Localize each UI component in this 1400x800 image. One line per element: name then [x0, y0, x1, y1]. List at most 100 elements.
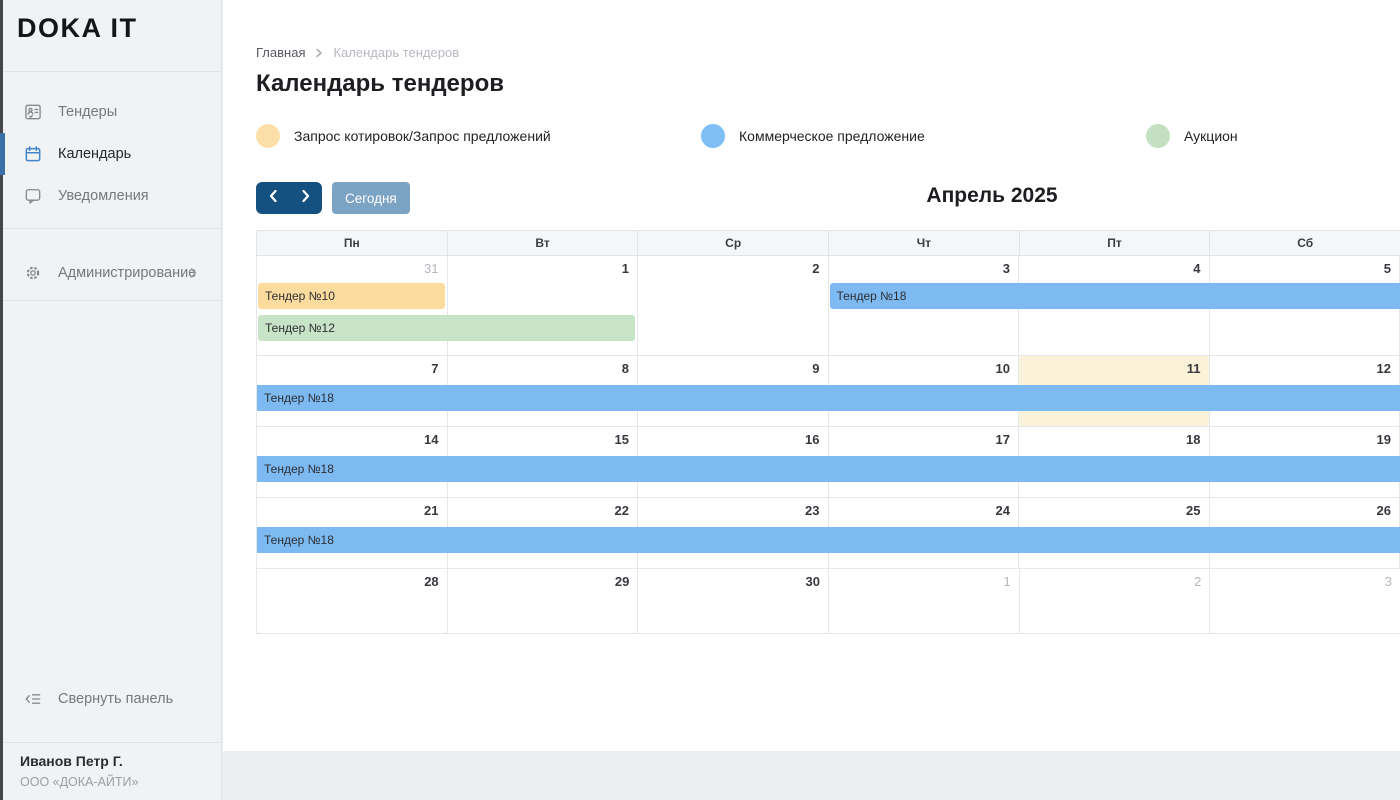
- sidebar-item-label: Администрирование: [58, 265, 197, 281]
- weekday-header: Чт: [829, 231, 1020, 255]
- day-number: 30: [805, 574, 821, 589]
- day-cell-30[interactable]: 30: [638, 569, 830, 633]
- weekday-header: Ср: [638, 231, 830, 255]
- week-row: 21 22 23 24 25 26 Тендер №18: [256, 498, 1400, 569]
- sidebar-item-calendar[interactable]: Календарь: [0, 133, 222, 175]
- breadcrumb-current: Календарь тендеров: [333, 45, 460, 60]
- event-bar[interactable]: Тендер №18: [829, 283, 1400, 309]
- day-number: 8: [621, 361, 629, 376]
- legend-dot-yellow: [256, 124, 280, 148]
- day-number: 19: [1376, 432, 1391, 447]
- day-number: 17: [995, 432, 1010, 447]
- day-number: 12: [1376, 361, 1391, 376]
- event-bar[interactable]: Тендер №18: [257, 385, 1400, 411]
- day-number: 23: [805, 503, 820, 518]
- sidebar: DOKA IT Тендеры Календарь: [0, 0, 222, 800]
- day-number: 1: [621, 261, 629, 276]
- day-number: 14: [424, 432, 439, 447]
- admin-gear-icon: [23, 263, 43, 283]
- day-number: 2: [1194, 574, 1202, 589]
- next-icon: [301, 189, 311, 208]
- day-cell-31[interactable]: 31: [257, 256, 448, 355]
- week-row: 28 29 30 1 2 3: [256, 569, 1400, 634]
- day-number: 15: [614, 432, 629, 447]
- next-month-button[interactable]: [289, 182, 322, 214]
- legend-dot-blue: [701, 124, 725, 148]
- day-number: 3: [1384, 574, 1393, 589]
- window-left-edge: [0, 0, 3, 800]
- collapse-panel-icon: [23, 689, 43, 709]
- breadcrumb-home-link[interactable]: Главная: [256, 45, 306, 60]
- day-number: 29: [614, 574, 630, 589]
- admin-chevron-icon: [189, 267, 198, 279]
- sidebar-divider: [0, 228, 222, 229]
- event-bar[interactable]: Тендер №18: [257, 527, 1400, 553]
- event-bar[interactable]: Тендер №18: [257, 456, 1400, 482]
- legend-label: Коммерческое предложение: [739, 128, 925, 144]
- day-cell-29[interactable]: 29: [448, 569, 639, 633]
- sidebar-item-label: Тендеры: [58, 104, 118, 120]
- legend-label: Аукцион: [1184, 128, 1238, 144]
- day-cell-3[interactable]: 3: [1210, 569, 1400, 633]
- day-number: 26: [1376, 503, 1391, 518]
- day-number: 25: [1186, 503, 1201, 518]
- sidebar-divider: [0, 742, 222, 743]
- active-menu-indicator: [0, 133, 5, 175]
- day-cell-28[interactable]: 28: [257, 569, 448, 633]
- day-cell-2[interactable]: 2: [638, 256, 829, 355]
- day-number: 28: [424, 574, 439, 589]
- day-number: 1: [1003, 574, 1011, 589]
- user-block: Иванов Петр Г. ООО «ДОКА-АЙТИ»: [20, 753, 138, 789]
- page-title: Календарь тендеров: [256, 70, 504, 97]
- sidebar-item-administration[interactable]: Администрирование: [0, 252, 222, 294]
- sidebar-divider: [0, 300, 222, 301]
- week-row: 7 8 9 10 11 12 Тендер №18: [256, 356, 1400, 427]
- day-cell-1[interactable]: 1: [448, 256, 638, 355]
- day-number: 31: [424, 261, 439, 276]
- day-number: 5: [1383, 261, 1391, 276]
- day-number: 9: [812, 361, 820, 376]
- day-number: 21: [424, 503, 439, 518]
- prev-month-button[interactable]: [256, 182, 289, 214]
- calendar-toolbar: Сегодня Апрель 2025: [256, 182, 1400, 214]
- calendar-grid: 31 1 2 3 4 5 Тендер №10 Тендер №18 Тендер №12 7 8 9…: [256, 256, 1400, 634]
- breadcrumb: Главная Календарь тендеров: [256, 45, 459, 60]
- collapse-panel-button[interactable]: Свернуть панель: [0, 678, 222, 720]
- day-cell-2[interactable]: 2: [1020, 569, 1211, 633]
- day-number: 11: [1186, 361, 1201, 376]
- day-number: 16: [805, 432, 820, 447]
- legend-dot-green: [1146, 124, 1170, 148]
- event-bar[interactable]: Тендер №12: [258, 315, 636, 341]
- week-row: 14 15 16 17 18 19 Тендер №18: [256, 427, 1400, 498]
- day-number: 3: [1002, 261, 1010, 276]
- legend-item-quote-request: Запрос котировок/Запрос предложений: [256, 124, 701, 148]
- weekday-header: Сб: [1297, 236, 1314, 250]
- calendar-weekday-row: Пн Вт Ср Чт Пт Сб: [256, 230, 1400, 256]
- sidebar-item-tenders[interactable]: Тендеры: [0, 91, 222, 133]
- calendar-legend: Запрос котировок/Запрос предложений Комм…: [256, 124, 1400, 148]
- today-button[interactable]: Сегодня: [332, 182, 410, 214]
- day-cell-1[interactable]: 1: [829, 569, 1020, 633]
- collapse-panel-label: Свернуть панель: [58, 691, 174, 707]
- user-company: ООО «ДОКА-АЙТИ»: [20, 775, 139, 789]
- tenders-icon: [23, 102, 43, 122]
- day-number: 24: [995, 503, 1010, 518]
- sidebar-item-label: Уведомления: [58, 188, 149, 204]
- weekday-header: Пн: [257, 231, 448, 255]
- prev-icon: [268, 189, 278, 208]
- day-number: 7: [431, 361, 439, 376]
- breadcrumb-separator-icon: [315, 48, 323, 58]
- day-number: 22: [614, 503, 629, 518]
- weekday-header: Вт: [448, 231, 639, 255]
- day-number: 18: [1186, 432, 1201, 447]
- legend-item-auction: Аукцион: [1146, 124, 1400, 148]
- event-bar[interactable]: Тендер №10: [258, 283, 445, 309]
- sidebar-item-notifications[interactable]: Уведомления: [0, 175, 222, 217]
- legend-item-commercial-offer: Коммерческое предложение: [701, 124, 1146, 148]
- calendar-icon: [23, 144, 43, 164]
- app-logo: DOKA IT: [17, 13, 138, 43]
- day-number: 2: [812, 261, 820, 276]
- notifications-icon: [23, 186, 43, 206]
- sidebar-divider: [0, 71, 222, 72]
- main-content: Главная Календарь тендеров Календарь тен…: [223, 0, 1400, 751]
